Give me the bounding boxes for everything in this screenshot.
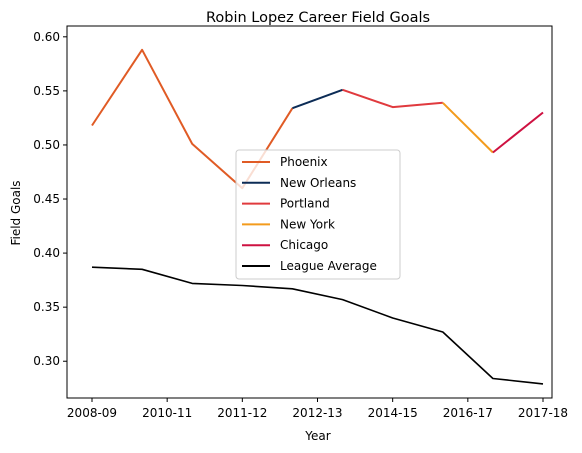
y-tick-label: 0.50 (33, 138, 60, 152)
x-tick-label: 2011-12 (217, 406, 267, 420)
legend-label-phoenix: Phoenix (280, 155, 328, 169)
x-tick-label: 2017-18 (518, 406, 568, 420)
x-axis: 2008-09 2010-11 2011-12 2012-13 2014-15 2016-… (67, 398, 568, 420)
x-tick-label: 2016-17 (443, 406, 493, 420)
x-tick-label: 2012-13 (292, 406, 342, 420)
series-line-league-average (91, 266, 544, 385)
legend-box (235, 149, 401, 280)
y-tick-label: 0.35 (33, 300, 60, 314)
y-axis: 0.30 0.35 0.40 0.45 0.50 0.55 0.60 (33, 30, 67, 368)
x-tick-label: 2010-11 (142, 406, 192, 420)
y-tick-label: 0.55 (33, 84, 60, 98)
y-tick-label: 0.30 (33, 354, 60, 368)
x-axis-label: Year (304, 429, 330, 443)
y-tick-label: 0.45 (33, 192, 60, 206)
series-line-new-orleans (292, 88, 343, 110)
x-tick-label: 2008-09 (67, 406, 117, 420)
plot-frame (66, 25, 553, 399)
chart-title: Robin Lopez Career Field Goals (206, 10, 430, 26)
legend-label-new-orleans: New Orleans (280, 176, 356, 190)
series-line-chicago (492, 111, 544, 154)
y-axis-label: Field Goals (9, 180, 23, 245)
y-tick-label: 0.60 (33, 30, 60, 44)
series-line-portland (342, 88, 443, 109)
legend-label-portland: Portland (280, 197, 330, 211)
legend-label-chicago: Chicago (280, 238, 328, 252)
y-tick-label: 0.40 (33, 246, 60, 260)
legend-label-league-average: League Average (280, 259, 377, 273)
x-tick-label: 2014-15 (368, 406, 418, 420)
legend-label-new-york: New York (280, 217, 335, 231)
legend: Phoenix New Orleans Portland New York Chicag… (235, 149, 401, 280)
series-line-new-york (442, 102, 494, 154)
